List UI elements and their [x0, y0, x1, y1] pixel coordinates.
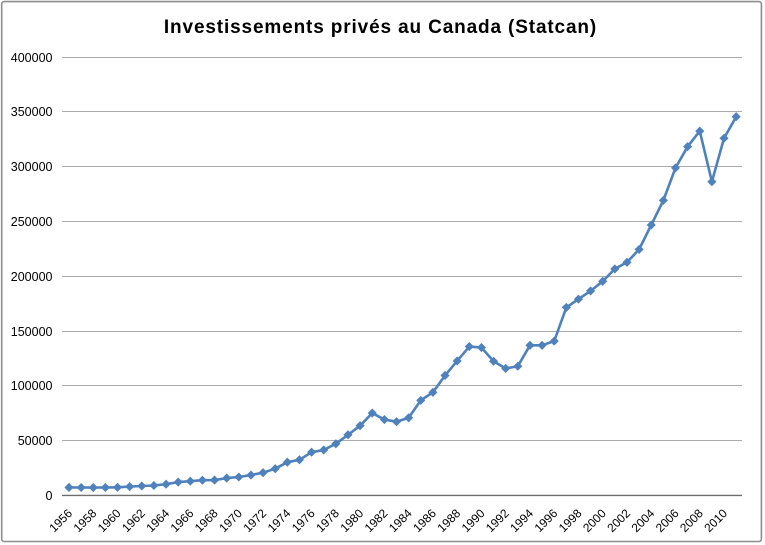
- svg-text:Investissements privés au Cana: Investissements privés au Canada (Statca…: [164, 17, 597, 38]
- svg-text:50000: 50000: [18, 434, 53, 448]
- svg-text:0: 0: [46, 489, 53, 503]
- svg-text:250000: 250000: [11, 215, 53, 229]
- svg-text:150000: 150000: [11, 325, 53, 339]
- svg-text:400000: 400000: [11, 51, 53, 65]
- svg-text:100000: 100000: [11, 379, 53, 393]
- svg-text:300000: 300000: [11, 160, 53, 174]
- svg-text:200000: 200000: [11, 270, 53, 284]
- svg-text:350000: 350000: [11, 105, 53, 119]
